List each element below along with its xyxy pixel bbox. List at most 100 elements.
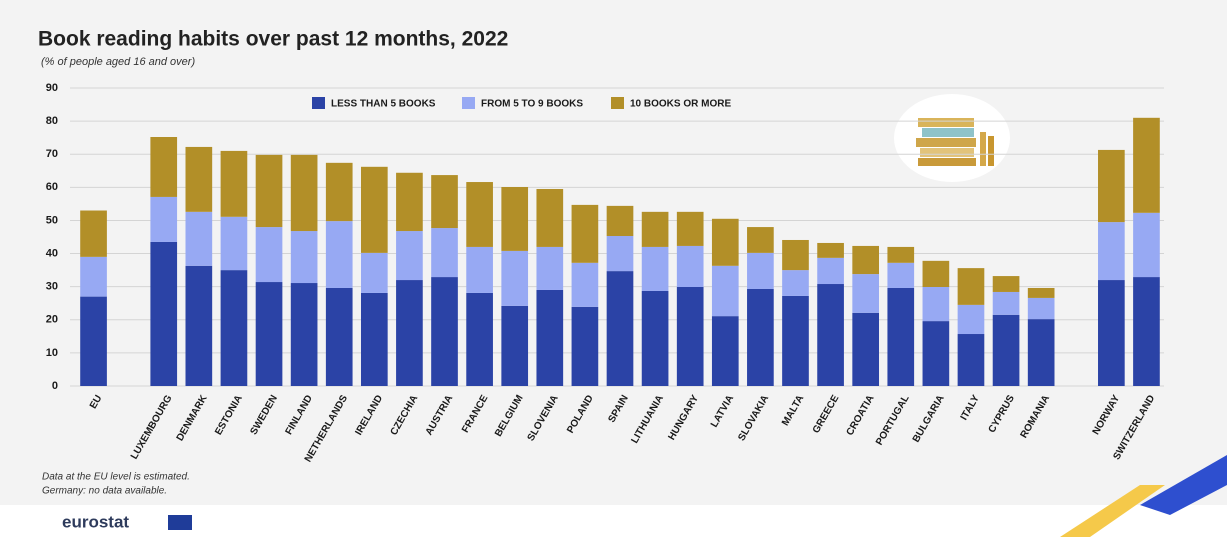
bar-segment	[501, 187, 529, 251]
legend-label: LESS THAN 5 BOOKS	[331, 99, 436, 110]
bar-segment	[80, 210, 107, 257]
bar-segment	[325, 162, 353, 222]
bar-segment	[255, 154, 283, 228]
bar-segment	[747, 227, 774, 253]
logo-flag	[168, 515, 192, 530]
bar-segment	[325, 221, 353, 288]
bar-segment	[1133, 212, 1160, 278]
bar-segment	[957, 334, 985, 386]
bar-segment	[1027, 297, 1055, 320]
bar-segment	[782, 239, 809, 271]
bar-segment	[641, 290, 669, 386]
bar-segment	[185, 211, 213, 266]
bar-segment	[360, 252, 388, 293]
bar-segment	[571, 204, 599, 263]
y-tick-label: 10	[46, 347, 58, 359]
bar-segment	[1098, 149, 1125, 223]
footnote: Germany: no data available.	[42, 486, 167, 497]
bar-segment	[466, 292, 493, 386]
bar-segment	[922, 286, 950, 322]
bar-segment	[290, 154, 318, 232]
legend-label: FROM 5 TO 9 BOOKS	[481, 99, 583, 110]
bar-segment	[676, 286, 704, 386]
bar-segment	[747, 288, 774, 386]
bar-segment	[396, 280, 423, 386]
bar-segment	[396, 231, 423, 281]
bar-segment	[887, 287, 915, 386]
y-tick-label: 90	[46, 82, 58, 94]
bar-segment	[922, 321, 950, 386]
bar-segment	[80, 296, 107, 386]
bar-segment	[80, 256, 107, 297]
bar-segment	[992, 314, 1020, 386]
bar-segment	[220, 150, 248, 217]
bar-segment	[782, 295, 809, 386]
bar-segment	[360, 292, 388, 386]
legend-swatch	[611, 97, 624, 109]
bar-segment	[1133, 277, 1160, 386]
bar-segment	[396, 172, 423, 232]
bar-segment	[957, 304, 985, 335]
bar-segment	[711, 218, 739, 266]
bar-segment	[711, 265, 739, 317]
chart-title: Book reading habits over past 12 months,…	[38, 28, 508, 51]
bar-segment	[255, 282, 283, 386]
chart-subtitle: (% of people aged 16 and over)	[41, 56, 195, 68]
bar-segment	[185, 265, 213, 386]
bar-segment	[887, 262, 915, 288]
legend-label: 10 BOOKS OR MORE	[630, 99, 731, 110]
bar-segment	[676, 211, 704, 246]
bar-segment	[817, 242, 844, 258]
bar-segment	[1098, 222, 1125, 281]
bar-segment	[431, 175, 458, 229]
bar-segment	[641, 211, 669, 247]
bar-segment	[606, 271, 634, 386]
bar-segment	[747, 252, 774, 289]
bar-segment	[255, 227, 283, 283]
bar-segment	[817, 284, 844, 386]
bar-segment	[852, 274, 880, 313]
legend-swatch	[462, 97, 475, 109]
bar-segment	[150, 137, 178, 197]
legend-swatch	[312, 97, 325, 109]
bar-segment	[957, 268, 985, 305]
bar-segment	[325, 287, 353, 386]
bar-segment	[466, 246, 493, 293]
bar-segment	[711, 316, 739, 386]
bar-segment	[536, 289, 564, 386]
y-tick-label: 20	[46, 314, 58, 326]
bar-segment	[922, 260, 950, 287]
bar-segment	[782, 270, 809, 296]
bar-segment	[501, 305, 529, 386]
y-tick-label: 40	[46, 247, 58, 259]
y-tick-label: 70	[46, 148, 58, 160]
y-tick-label: 80	[46, 115, 58, 127]
bar-segment	[992, 291, 1020, 315]
bar-segment	[887, 246, 915, 263]
bar-segment	[536, 246, 564, 290]
bar-segment	[571, 306, 599, 386]
bar-segment	[641, 246, 669, 291]
bar-segment	[360, 166, 388, 253]
logo: eurostat	[62, 512, 129, 531]
footnote: Data at the EU level is estimated.	[42, 472, 190, 483]
bar-segment	[431, 277, 458, 386]
bar-segment	[852, 312, 880, 386]
bar-segment	[150, 241, 178, 386]
bar-segment	[1027, 287, 1055, 298]
bar-segment	[571, 262, 599, 307]
bar-segment	[606, 205, 634, 237]
bar-segment	[150, 196, 178, 242]
bar-segment	[817, 257, 844, 285]
bar-segment	[185, 146, 213, 212]
book-icon	[894, 94, 1010, 182]
bar-segment	[852, 245, 880, 275]
y-tick-label: 0	[52, 380, 58, 392]
bar-segment	[536, 188, 564, 247]
bar-segment	[220, 270, 248, 386]
bar-segment	[606, 236, 634, 272]
bar-segment	[992, 276, 1020, 292]
bar-segment	[431, 228, 458, 278]
y-tick-label: 30	[46, 281, 58, 293]
